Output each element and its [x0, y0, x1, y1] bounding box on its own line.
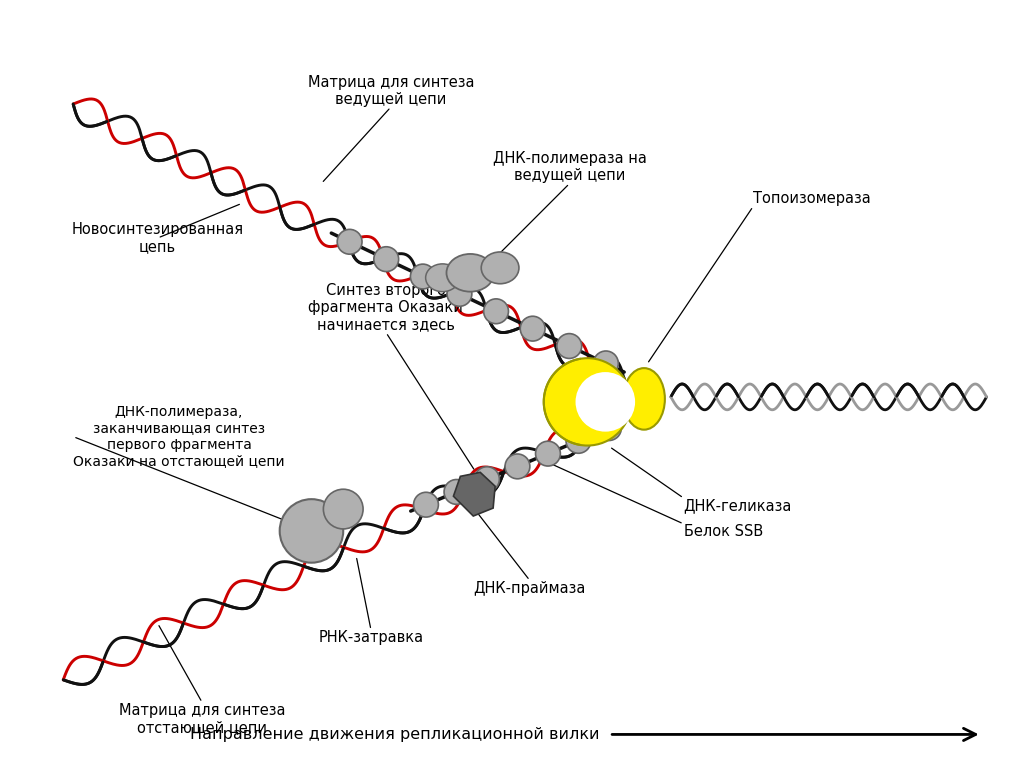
Ellipse shape: [426, 264, 460, 291]
Ellipse shape: [624, 368, 665, 430]
Text: Белок SSB: Белок SSB: [684, 524, 763, 539]
Ellipse shape: [481, 252, 519, 284]
Text: Направление движения репликационной вилки: Направление движения репликационной вилк…: [189, 727, 599, 742]
Circle shape: [575, 372, 635, 432]
Ellipse shape: [446, 254, 495, 291]
Text: Матрица для синтеза
ведущей цепи: Матрица для синтеза ведущей цепи: [307, 74, 474, 107]
Text: Матрица для синтеза
отстающей цепи: Матрица для синтеза отстающей цепи: [119, 703, 286, 735]
Circle shape: [594, 351, 618, 376]
Text: ДНК-геликаза: ДНК-геликаза: [684, 498, 793, 513]
Circle shape: [414, 492, 438, 517]
Text: Синтез второго
фрагмента Оказаки
начинается здесь: Синтез второго фрагмента Оказаки начинае…: [308, 282, 463, 332]
Text: РНК-затравка: РНК-затравка: [318, 630, 424, 645]
Text: Топоизомераза: Топоизомераза: [754, 191, 871, 206]
Text: ДНК-праймаза: ДНК-праймаза: [474, 581, 586, 595]
Text: Новосинтезированная
цепь: Новосинтезированная цепь: [72, 222, 244, 255]
Circle shape: [520, 316, 545, 341]
Circle shape: [280, 499, 343, 563]
Circle shape: [447, 281, 472, 306]
Circle shape: [566, 429, 591, 453]
Circle shape: [324, 489, 364, 529]
Circle shape: [411, 264, 435, 289]
Text: ДНК-полимераза,
заканчивающая синтез
первого фрагмента
Оказаки на отстающей цепи: ДНК-полимераза, заканчивающая синтез пер…: [73, 405, 285, 468]
Circle shape: [444, 479, 469, 505]
Circle shape: [597, 416, 622, 440]
Circle shape: [374, 247, 398, 272]
Circle shape: [505, 454, 529, 479]
Polygon shape: [454, 472, 496, 516]
Text: ДНК-полимераза на
ведущей цепи: ДНК-полимераза на ведущей цепи: [493, 151, 646, 183]
Circle shape: [474, 467, 500, 492]
Circle shape: [544, 358, 631, 446]
Circle shape: [536, 441, 560, 466]
Circle shape: [483, 299, 509, 324]
Circle shape: [557, 334, 582, 358]
Circle shape: [337, 229, 362, 254]
